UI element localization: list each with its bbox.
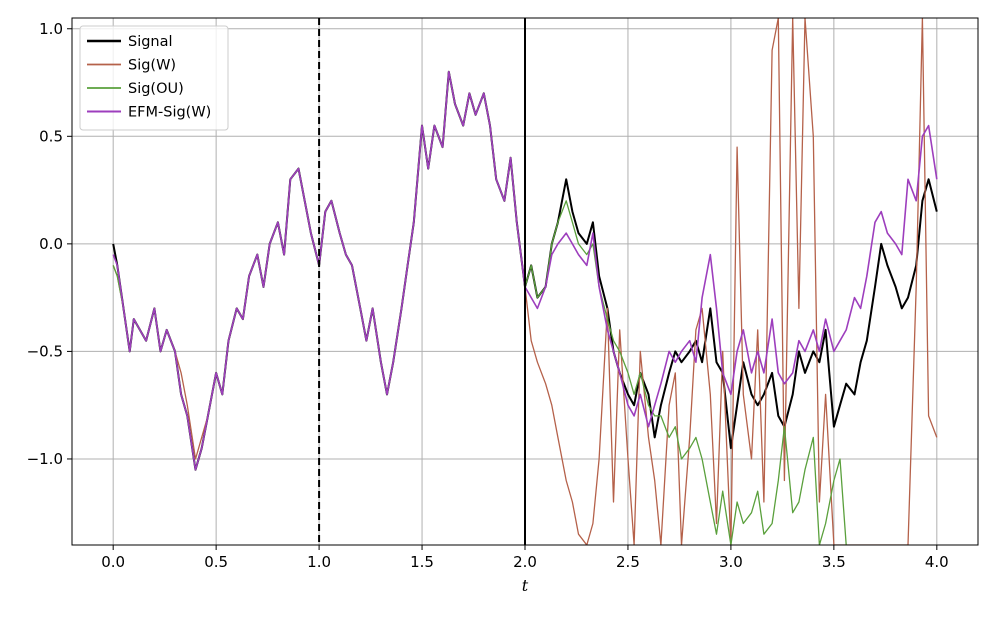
y-tick-label: −1.0: [27, 450, 63, 468]
x-tick-label: 1.5: [410, 553, 434, 571]
legend-label: EFM-Sig(W): [128, 105, 211, 121]
y-tick-label: −0.5: [27, 342, 63, 360]
x-tick-label: 3.0: [719, 553, 743, 571]
y-tick-label: 0.0: [39, 235, 63, 253]
tick-layer: 0.0 0.5 1.0 1.5 2.0 2.5 3.0 3.5 4.0 −1.0 −0.5 0.0 0.…: [27, 20, 949, 571]
series-layer: [112, 18, 938, 545]
legend-label: Sig(W): [128, 58, 176, 74]
legend-label: Sig(OU): [128, 81, 184, 97]
series-line-3: [112, 71, 938, 471]
legend-label: Signal: [128, 34, 173, 50]
x-tick-label: 0.5: [204, 553, 228, 571]
y-tick-label: 0.5: [39, 127, 63, 145]
legend-box: [79, 25, 229, 131]
legend: Signal Sig(W) Sig(OU) EFM-Sig(W): [79, 25, 229, 131]
x-tick-label: 0.0: [101, 553, 125, 571]
y-tick-label: 1.0: [39, 20, 63, 38]
x-axis-label: t: [522, 576, 529, 595]
vline-layer: [318, 18, 526, 545]
x-tick-label: 4.0: [925, 553, 949, 571]
x-tick-label: 3.5: [822, 553, 846, 571]
x-tick-label: 2.0: [513, 553, 537, 571]
x-tick-label: 2.5: [616, 553, 640, 571]
x-tick-label: 1.0: [307, 553, 331, 571]
